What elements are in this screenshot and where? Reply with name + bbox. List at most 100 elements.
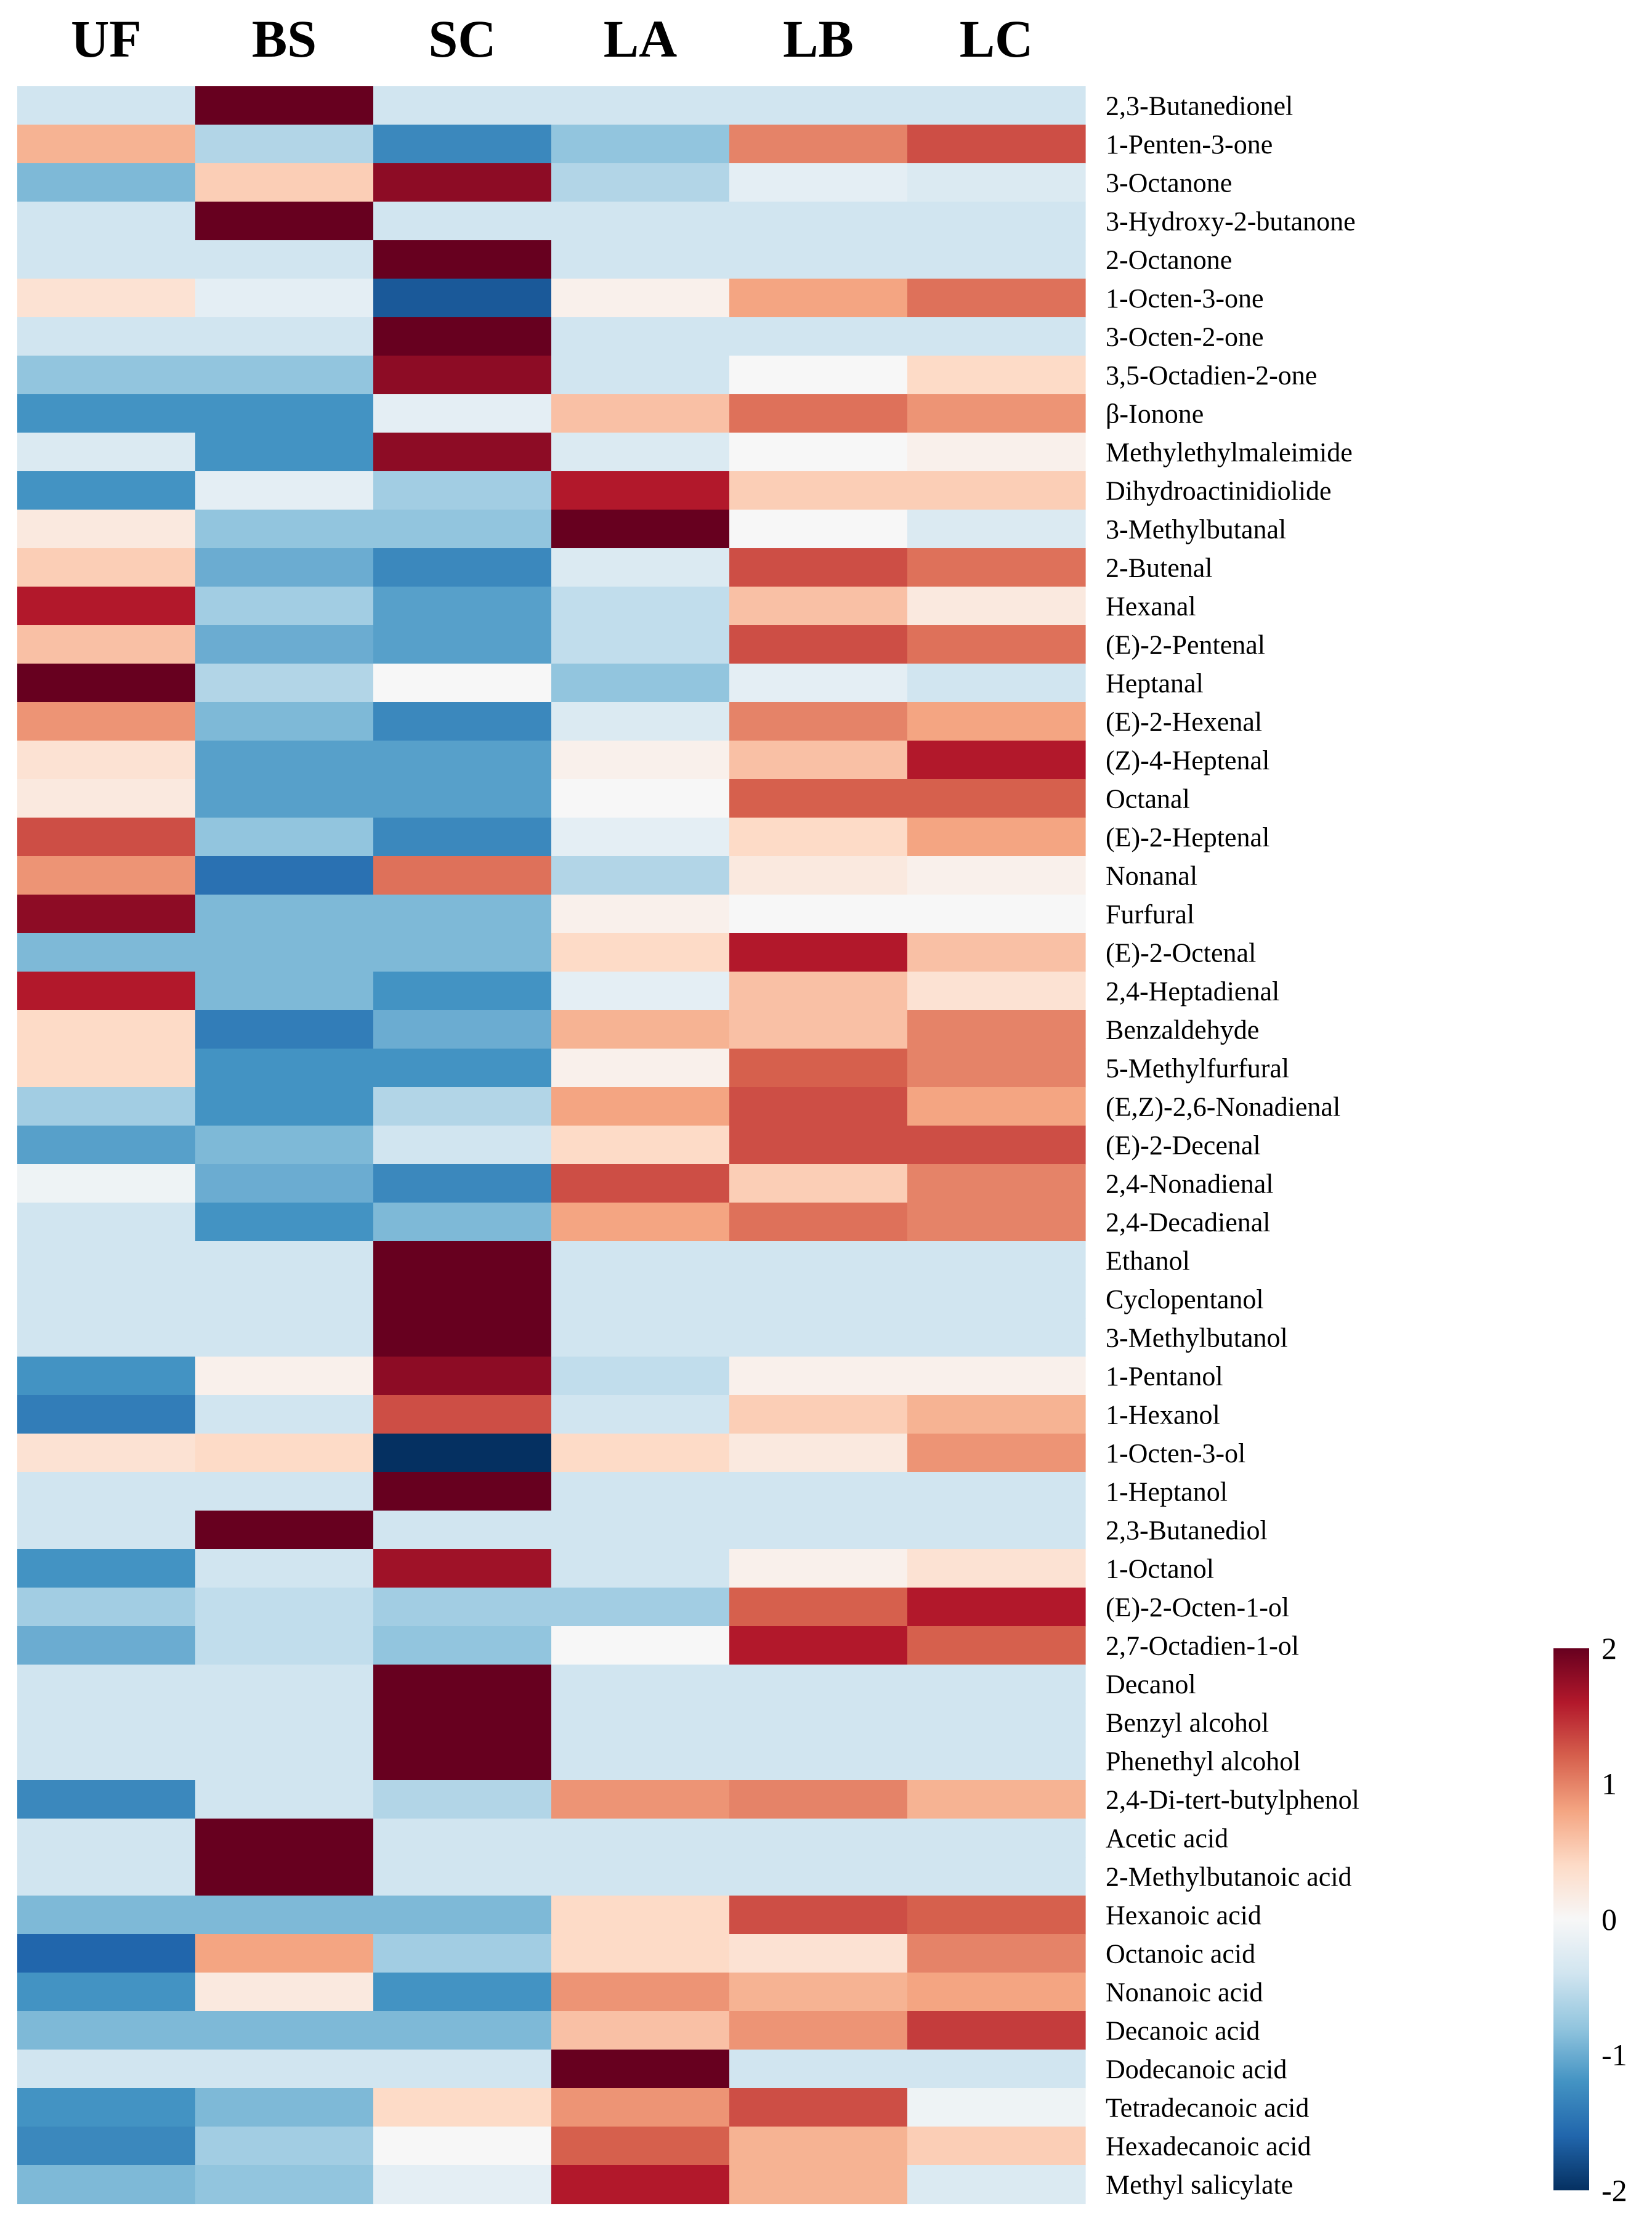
heatmap-cell — [907, 432, 1086, 472]
heatmap-cell — [729, 1472, 908, 1512]
heatmap-cell — [907, 586, 1086, 626]
heatmap-cell — [195, 1202, 374, 1242]
heatmap-cell — [17, 2049, 196, 2089]
heatmap-cell — [551, 1010, 730, 1050]
heatmap-cell — [907, 278, 1086, 318]
column-label-la: LA — [604, 9, 677, 68]
heatmap-cell — [373, 1510, 552, 1550]
heatmap-cell — [195, 1741, 374, 1781]
heatmap-cell — [17, 278, 196, 318]
heatmap-cell — [195, 1048, 374, 1088]
heatmap-cell — [551, 1510, 730, 1550]
heatmap-cell — [729, 1664, 908, 1704]
heatmap-cell — [551, 1703, 730, 1743]
heatmap-cell — [907, 933, 1086, 973]
heatmap-cell — [17, 1048, 196, 1088]
heatmap-cell — [907, 2165, 1086, 2205]
heatmap-cell — [551, 1356, 730, 1396]
heatmap-cell — [17, 1741, 196, 1781]
heatmap-cell — [195, 1818, 374, 1858]
heatmap-cell — [17, 1549, 196, 1589]
heatmap-cell — [907, 894, 1086, 934]
heatmap-cell — [907, 1125, 1086, 1165]
heatmap-cell — [551, 1318, 730, 1358]
heatmap-cell — [373, 2049, 552, 2089]
heatmap-cell — [551, 1780, 730, 1820]
heatmap-cell — [907, 1664, 1086, 1704]
heatmap-cell — [907, 1164, 1086, 1204]
heatmap-cell — [729, 1780, 908, 1820]
heatmap-cell — [17, 971, 196, 1011]
heatmap-cell — [907, 817, 1086, 857]
heatmap-cell — [907, 1934, 1086, 1974]
heatmap-cell — [195, 1664, 374, 1704]
row-label: 3-Methylbutanal — [1106, 514, 1286, 545]
heatmap-cell — [373, 586, 552, 626]
heatmap-cell — [551, 1857, 730, 1897]
heatmap-cell — [907, 1895, 1086, 1935]
heatmap-cell — [907, 663, 1086, 703]
row-label: 2-Butenal — [1106, 553, 1213, 583]
heatmap-cell — [373, 1164, 552, 1204]
heatmap-cell — [551, 817, 730, 857]
heatmap-cell — [729, 740, 908, 780]
heatmap-cell — [907, 1549, 1086, 1589]
heatmap-cell — [551, 1433, 730, 1473]
heatmap-cell — [195, 1279, 374, 1319]
row-label: 2-Methylbutanoic acid — [1106, 1861, 1352, 1892]
heatmap-cell — [373, 1087, 552, 1127]
heatmap-cell — [551, 894, 730, 934]
row-label: Furfural — [1106, 899, 1194, 929]
row-label: 5-Methylfurfural — [1106, 1053, 1289, 1083]
heatmap-cell — [373, 1549, 552, 1589]
heatmap-cell — [195, 1433, 374, 1473]
heatmap-cell — [195, 702, 374, 742]
heatmap-cell — [551, 86, 730, 126]
row-label: Hexanal — [1106, 591, 1196, 622]
heatmap-cell — [551, 663, 730, 703]
heatmap-cell — [729, 317, 908, 357]
heatmap-cell — [17, 2165, 196, 2205]
row-label: Nonanoic acid — [1106, 1977, 1263, 2007]
heatmap-cell — [729, 702, 908, 742]
heatmap-cell — [729, 1433, 908, 1473]
heatmap-cell — [195, 1472, 374, 1512]
heatmap-cell — [17, 1318, 196, 1358]
heatmap-cell — [17, 432, 196, 472]
heatmap-cell — [551, 1472, 730, 1512]
heatmap-cell — [17, 355, 196, 395]
heatmap-cell — [195, 1241, 374, 1281]
heatmap-cell — [373, 1857, 552, 1897]
heatmap-cell — [195, 740, 374, 780]
heatmap-cell — [551, 1818, 730, 1858]
heatmap-cell — [551, 702, 730, 742]
heatmap-cell — [729, 124, 908, 164]
heatmap-cell — [373, 86, 552, 126]
heatmap-cell — [373, 471, 552, 511]
heatmap-cell — [907, 1587, 1086, 1627]
heatmap-cell — [195, 1125, 374, 1165]
heatmap-cell — [373, 894, 552, 934]
heatmap-cell — [17, 586, 196, 626]
row-label: Decanol — [1106, 1669, 1196, 1699]
heatmap-cell — [195, 317, 374, 357]
heatmap-cell — [373, 317, 552, 357]
heatmap-cell — [373, 240, 552, 280]
heatmap-cell — [195, 1164, 374, 1204]
heatmap-cell — [907, 625, 1086, 665]
heatmap-cell — [551, 586, 730, 626]
row-label: 1-Pentanol — [1106, 1361, 1223, 1391]
heatmap-cell — [195, 201, 374, 241]
heatmap-cell — [729, 471, 908, 511]
heatmap-cell — [729, 1010, 908, 1050]
heatmap-cell — [373, 278, 552, 318]
heatmap-cell — [17, 1202, 196, 1242]
heatmap-cell — [195, 240, 374, 280]
row-label: β-Ionone — [1106, 399, 1204, 429]
heatmap-cell — [373, 548, 552, 588]
column-labels: UF BS SC LA LB LC — [71, 9, 1033, 68]
heatmap-cell — [907, 1395, 1086, 1435]
heatmap-cell — [373, 1818, 552, 1858]
heatmap-cell — [373, 2126, 552, 2166]
